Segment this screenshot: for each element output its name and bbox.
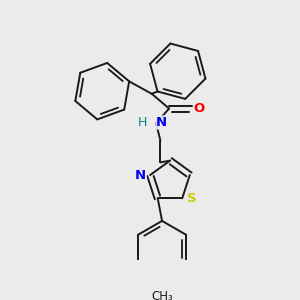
Text: S: S — [187, 192, 196, 205]
Text: CH₃: CH₃ — [151, 290, 173, 300]
Text: H: H — [138, 116, 147, 129]
Text: O: O — [194, 102, 205, 115]
Text: N: N — [156, 116, 167, 129]
Text: N: N — [135, 169, 146, 182]
